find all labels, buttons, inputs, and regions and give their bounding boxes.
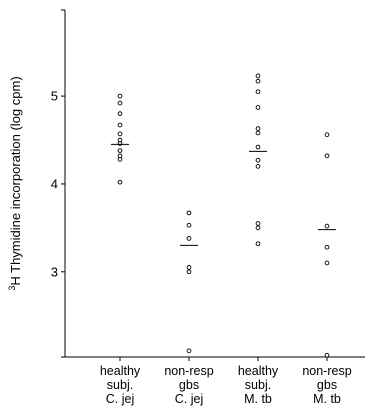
data-point	[186, 210, 192, 216]
x-category-label-line: subj.	[107, 378, 133, 392]
y-tick-label: 3	[51, 264, 58, 279]
data-point	[324, 132, 330, 138]
x-category-label: non-resp gbs C. jej	[164, 364, 213, 406]
data-points	[117, 73, 330, 358]
x-category-label: healthy subj. M. tb	[238, 364, 279, 406]
data-point	[186, 269, 192, 275]
data-point	[117, 131, 123, 137]
median-lines	[111, 143, 336, 246]
y-axis-label-text: H Thymidine incorporation (log cpm)	[8, 76, 23, 285]
data-point	[255, 157, 261, 163]
data-point	[255, 78, 261, 84]
x-category-label: healthy subj. C. jej	[100, 364, 141, 406]
data-point	[255, 221, 261, 226]
x-category-label-line: C. jej	[106, 392, 134, 406]
x-category-label-line: healthy	[238, 364, 279, 378]
data-point	[255, 225, 261, 231]
data-point	[324, 244, 330, 250]
data-point	[255, 241, 261, 247]
data-point	[117, 156, 123, 162]
data-point	[255, 144, 261, 150]
data-point	[186, 348, 192, 354]
axis-labels: 3H Thymidine incorporation (log cpm)heal…	[7, 76, 352, 406]
data-point	[117, 179, 123, 185]
x-category-label-line: gbs	[179, 378, 199, 392]
y-axis-label: 3H Thymidine incorporation (log cpm)	[7, 76, 23, 290]
x-category-label-line: non-resp	[164, 364, 213, 378]
data-point	[255, 73, 261, 79]
data-point	[186, 236, 192, 241]
x-category-label-line: non-resp	[302, 364, 351, 378]
data-point	[255, 89, 261, 95]
data-point	[324, 352, 330, 358]
y-axis-label-superscript: 3	[7, 286, 17, 291]
data-point	[117, 100, 123, 106]
data-point	[117, 93, 123, 99]
data-point	[186, 222, 192, 228]
axes: 3 4 5	[51, 9, 365, 361]
data-point	[255, 126, 261, 131]
x-category-label-line: M. tb	[313, 392, 341, 406]
data-point	[255, 130, 261, 136]
y-tick-label: 5	[51, 89, 58, 104]
x-category-label-line: healthy	[100, 364, 141, 378]
x-category-label-line: M. tb	[244, 392, 272, 406]
data-point	[324, 223, 330, 229]
data-point	[117, 122, 123, 128]
data-point	[117, 148, 123, 153]
x-category-label-line: C. jej	[175, 392, 203, 406]
x-category-label-line: subj.	[245, 378, 271, 392]
data-point	[255, 105, 261, 110]
x-category-label: non-resp gbs M. tb	[302, 364, 351, 406]
y-tick-label: 4	[51, 176, 58, 191]
data-point	[324, 260, 330, 266]
data-point	[117, 111, 123, 117]
data-point	[324, 153, 330, 159]
data-point	[186, 265, 192, 270]
x-category-label-line: gbs	[317, 378, 337, 392]
data-point	[255, 164, 261, 169]
